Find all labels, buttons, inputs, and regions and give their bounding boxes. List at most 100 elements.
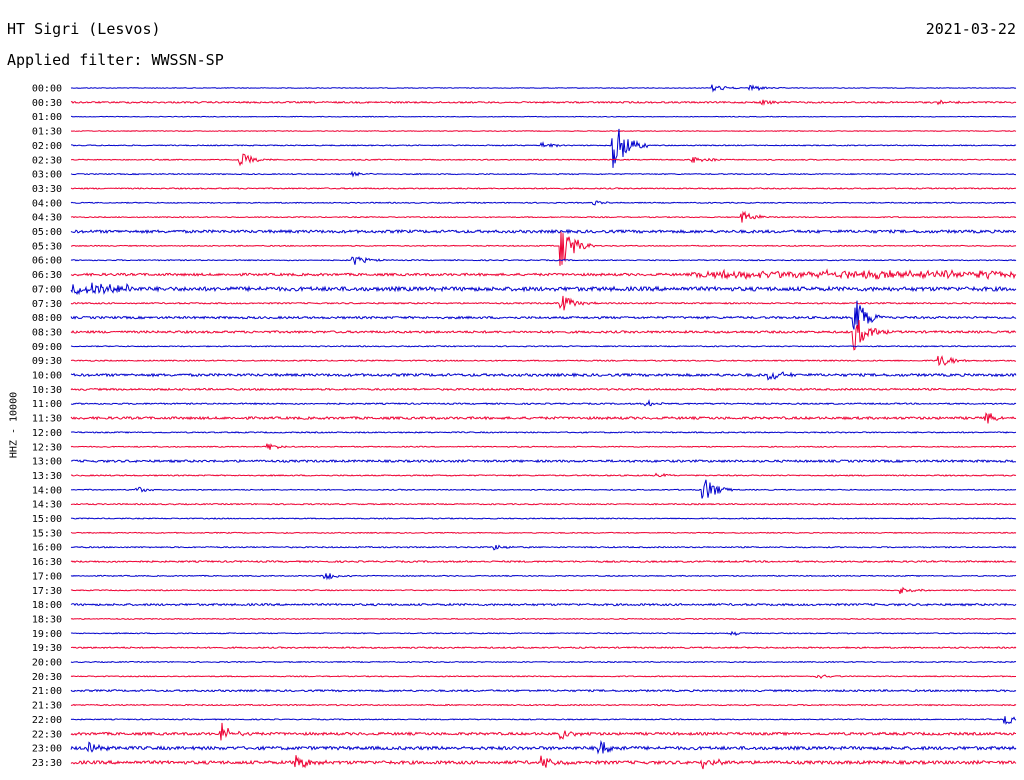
time-label: 01:00 [32, 112, 62, 123]
time-label: 22:00 [32, 715, 62, 726]
trace-line [70, 544, 1017, 551]
trace-line [70, 84, 1017, 93]
time-label: 18:30 [32, 614, 62, 625]
time-label: 15:30 [32, 528, 62, 539]
time-label: 16:30 [32, 557, 62, 568]
time-label: 21:30 [32, 701, 62, 712]
trace-line [70, 646, 1017, 650]
time-label: 00:30 [32, 98, 62, 109]
time-label: 14:00 [32, 485, 62, 496]
trace-line [70, 387, 1017, 392]
trace-line [70, 722, 1016, 741]
time-label: 14:30 [32, 500, 62, 511]
time-label: 19:30 [32, 643, 62, 654]
time-label: 02:00 [32, 141, 62, 152]
time-label: 09:00 [32, 342, 62, 353]
time-label: 02:30 [32, 155, 62, 166]
time-label: 08:00 [32, 313, 62, 324]
time-label: 11:00 [32, 399, 62, 410]
time-label: 17:30 [32, 586, 62, 597]
trace-line [70, 617, 1017, 621]
time-label: 03:00 [32, 170, 62, 181]
trace-line [70, 256, 1017, 265]
trace-line [70, 517, 1017, 520]
time-label: 23:30 [32, 758, 62, 769]
trace-line [70, 268, 1017, 281]
trace-line [70, 472, 1017, 478]
trace-line [70, 345, 1017, 348]
trace-line [70, 412, 1017, 424]
trace-line [70, 739, 1017, 755]
trace-line [70, 559, 1017, 564]
trace-line [70, 282, 1017, 296]
trace-line [70, 228, 1017, 235]
trace-line [70, 755, 1017, 770]
time-label: 12:00 [32, 428, 62, 439]
trace-line [70, 300, 1017, 330]
time-label: 06:00 [32, 256, 62, 267]
trace-line [70, 200, 1016, 206]
trace-line [70, 355, 1017, 367]
time-label: 18:00 [32, 600, 62, 611]
trace-line [71, 115, 1017, 118]
trace-line [70, 479, 1017, 499]
time-label: 06:30 [32, 270, 62, 281]
trace-line [70, 688, 1017, 693]
trace-line [70, 153, 1017, 167]
time-label: 12:30 [32, 442, 62, 453]
trace-line [70, 399, 1017, 407]
trace-line [70, 502, 1017, 506]
trace-line [70, 459, 1017, 464]
time-label: 11:30 [32, 414, 62, 425]
trace-line [70, 431, 1017, 434]
trace-line [70, 371, 1017, 381]
time-label: 04:00 [32, 198, 62, 209]
trace-line [70, 703, 1017, 707]
time-label: 13:30 [32, 471, 62, 482]
trace-line [70, 210, 1017, 223]
time-label: 07:30 [32, 299, 62, 310]
time-label: 07:00 [32, 284, 62, 295]
time-label: 09:30 [32, 356, 62, 367]
time-label: 22:30 [32, 729, 62, 740]
time-label: 21:00 [32, 686, 62, 697]
trace-line [70, 660, 1017, 664]
trace-line [70, 586, 1017, 595]
trace-line [70, 531, 1017, 534]
time-label: 08:30 [32, 327, 62, 338]
trace-line [70, 674, 1016, 679]
time-label: 00:00 [32, 84, 62, 95]
trace-line [70, 187, 1017, 190]
time-label: 16:00 [32, 543, 62, 554]
trace-line [70, 99, 1017, 106]
time-label: 23:00 [32, 744, 62, 755]
time-label: 15:00 [32, 514, 62, 525]
time-label: 05:30 [32, 241, 62, 252]
time-label: 17:00 [32, 571, 62, 582]
record-date: 2021-03-22 [925, 20, 1016, 38]
trace-line [70, 130, 1017, 132]
station-title: HT Sigri (Lesvos) [7, 20, 161, 38]
trace-line [70, 319, 1017, 351]
trace-line [70, 231, 1017, 266]
trace-line [70, 295, 1017, 311]
trace-line [70, 716, 1017, 725]
trace-line [71, 128, 1017, 168]
time-label: 10:00 [32, 371, 62, 382]
trace-line [70, 602, 1017, 607]
time-label: 20:30 [32, 672, 62, 683]
trace-line [70, 573, 1017, 581]
time-label: 01:30 [32, 127, 62, 138]
time-label: 13:00 [32, 457, 62, 468]
time-label: 05:00 [32, 227, 62, 238]
time-label: 04:30 [32, 213, 62, 224]
trace-line [70, 443, 1017, 450]
trace-line [70, 170, 1016, 178]
time-label: 10:30 [32, 385, 62, 396]
time-label: 20:00 [32, 658, 62, 669]
trace-line [70, 630, 1017, 637]
time-label: 19:00 [32, 629, 62, 640]
filter-label: Applied filter: WWSSN-SP [7, 51, 224, 69]
time-label: 03:30 [32, 184, 62, 195]
